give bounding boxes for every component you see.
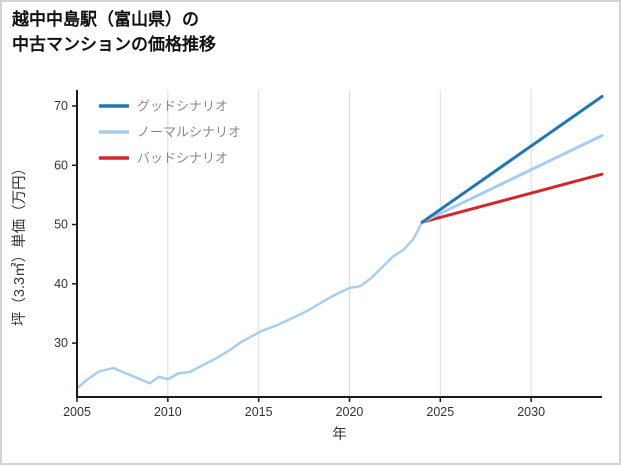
series-line-normal xyxy=(420,134,604,224)
chart-title-line1: 越中中島駅（富山県）の xyxy=(12,10,199,29)
y-tick-label-60: 60 xyxy=(54,158,68,172)
y-tick-label-70: 70 xyxy=(54,99,68,113)
y-tick-label-40: 40 xyxy=(54,277,68,291)
y-axis-label: 坪（3.3㎡）単価（万円） xyxy=(11,161,28,326)
x-tick-label-2020: 2020 xyxy=(336,405,364,419)
chart-title-line2: 中古マンションの価格推移 xyxy=(12,34,216,54)
x-axis-label: 年 xyxy=(332,426,347,443)
x-tick-label-2010: 2010 xyxy=(154,405,182,419)
y-tick-label-30: 30 xyxy=(54,336,68,350)
y-tick-label-50: 50 xyxy=(54,218,68,232)
legend-label-bad: バッドシナリオ xyxy=(137,151,228,166)
legend-label-normal: ノーマルシナリオ xyxy=(137,125,241,140)
x-tick-label-2005: 2005 xyxy=(63,405,91,419)
chart-title: 越中中島駅（富山県）の 中古マンションの価格推移 xyxy=(12,8,216,57)
x-tick-label-2025: 2025 xyxy=(426,405,454,419)
x-tick-label-2015: 2015 xyxy=(245,405,273,419)
series-line-bad xyxy=(420,172,604,224)
series-line-good xyxy=(420,95,604,224)
legend-label-good: グッドシナリオ xyxy=(137,99,228,114)
x-tick-label-2030: 2030 xyxy=(517,405,545,419)
series-line-history xyxy=(75,220,424,390)
